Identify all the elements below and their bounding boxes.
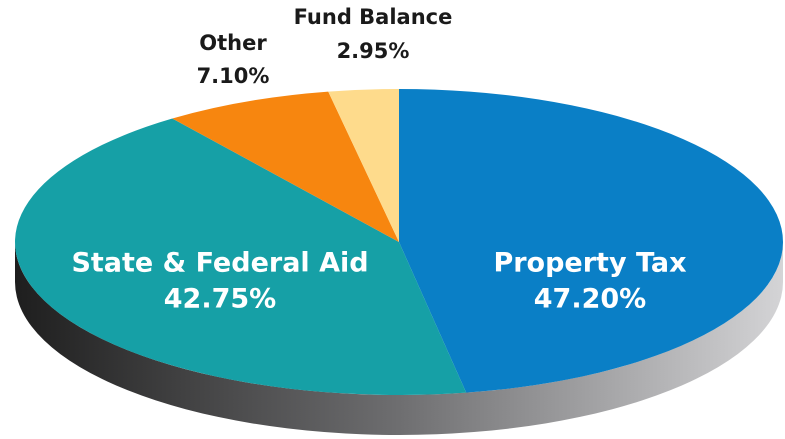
slice-label: Other bbox=[199, 31, 267, 55]
slice-value: 2.95% bbox=[337, 39, 410, 63]
pie-slice bbox=[399, 89, 783, 393]
slice-value: 7.10% bbox=[197, 64, 270, 88]
slice-value: 47.20% bbox=[534, 284, 646, 315]
slice-label: Fund Balance bbox=[294, 5, 453, 29]
slice-label: State & Federal Aid bbox=[71, 248, 368, 279]
slice-value: 42.75% bbox=[164, 284, 276, 315]
slice-label: Property Tax bbox=[493, 248, 686, 279]
pie-slice bbox=[15, 118, 467, 396]
pie-slice bbox=[172, 91, 399, 242]
pie-side bbox=[15, 242, 783, 435]
pie-slice bbox=[328, 89, 399, 242]
